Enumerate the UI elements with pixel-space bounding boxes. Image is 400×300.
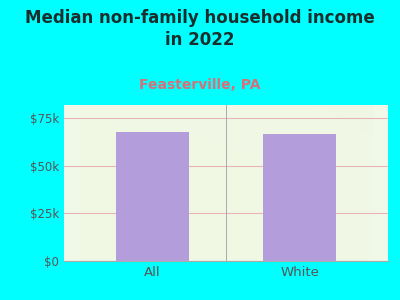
Bar (263, 134, 336, 261)
Text: Median non-family household income
in 2022: Median non-family household income in 20… (25, 9, 375, 49)
Bar (116, 132, 189, 261)
Text: Feasterville, PA: Feasterville, PA (139, 78, 261, 92)
